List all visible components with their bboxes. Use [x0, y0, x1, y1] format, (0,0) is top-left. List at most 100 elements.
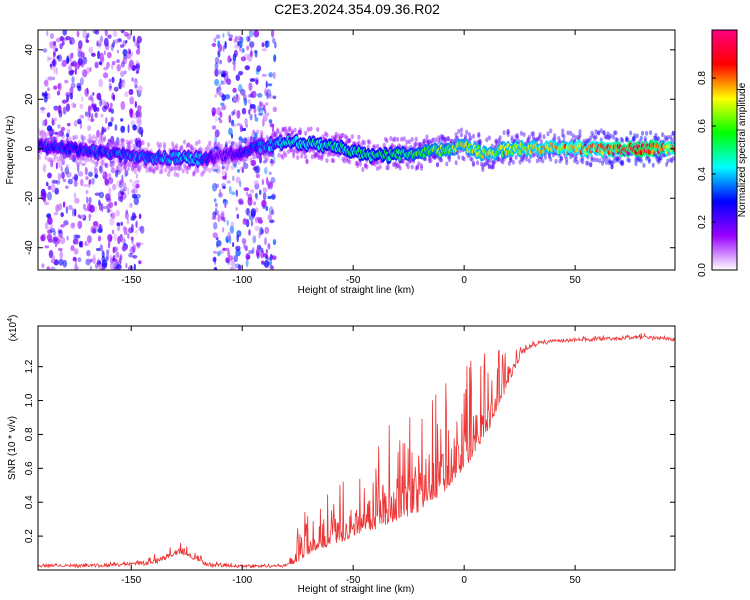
noise-cell-1: [211, 107, 217, 116]
noise-cell-0: [66, 171, 72, 178]
ridge-halo-cell: [289, 132, 293, 138]
ridge-halo-cell: [305, 159, 309, 164]
ridge-halo-cell: [320, 154, 324, 160]
ridge-halo-cell: [93, 165, 97, 171]
noise-cell-1: [229, 185, 232, 195]
noise-cell-0: [131, 77, 134, 82]
noise-cell-0: [94, 61, 100, 69]
ridge-halo-cell: [157, 144, 161, 150]
ridge-halo-cell: [320, 156, 324, 162]
ridge-halo-cell: [148, 167, 152, 173]
ridge-halo-cell: [252, 130, 256, 135]
ridge-halo-cell: [249, 157, 253, 163]
noise-cell-1: [226, 78, 232, 85]
noise-cell-0: [94, 168, 98, 175]
noise-cell-1: [257, 93, 263, 98]
noise-cell-0: [98, 78, 103, 88]
noise-cell-0: [130, 223, 134, 233]
noise-cell-1: [263, 259, 270, 268]
noise-cell-0: [71, 222, 76, 228]
spectrogram-x-axis-label: Height of straight line (km): [298, 285, 415, 296]
ridge-halo-cell: [407, 139, 412, 145]
ridge-halo-cell: [334, 134, 338, 140]
noise-cell-0: [109, 85, 112, 89]
noise-cell-1: [264, 42, 270, 48]
noise-cell-1: [219, 59, 223, 65]
noise-cell-1: [214, 266, 217, 270]
noise-cell-1: [273, 156, 276, 164]
noise-cell-1: [243, 159, 246, 165]
noise-cell-0: [135, 242, 141, 247]
noise-cell-0: [140, 225, 145, 234]
noise-cell-0: [42, 197, 46, 203]
noise-cell-1: [264, 226, 270, 235]
noise-cell-0: [119, 188, 126, 195]
noise-cell-0: [54, 243, 58, 248]
noise-cell-0: [110, 116, 114, 123]
noise-cell-0: [44, 221, 49, 230]
ridge-halo-cell: [298, 130, 302, 136]
noise-cell-1: [227, 31, 230, 37]
noise-cell-1: [271, 133, 276, 137]
ridge-halo-cell: [281, 127, 285, 132]
ridge-halo-cell: [208, 168, 212, 173]
noise-cell-0: [53, 106, 59, 112]
ridge-halo-cell: [225, 158, 229, 164]
noise-cell-1: [236, 230, 242, 238]
noise-cell-0: [40, 234, 45, 242]
noise-cell-1: [272, 106, 277, 113]
ridge-halo-cell: [178, 145, 183, 151]
ridge-halo-cell: [342, 158, 346, 164]
noise-cell-1: [253, 107, 257, 114]
ridge-halo-cell: [186, 142, 191, 148]
ridge-halo-cell: [158, 142, 163, 148]
noise-cell-1: [227, 250, 231, 258]
ridge-halo-cell: [250, 137, 254, 143]
ridge-halo-cell: [178, 165, 183, 171]
noise-cell-0: [134, 83, 138, 89]
noise-cell-1: [235, 207, 238, 211]
ridge-halo-cell: [242, 161, 246, 167]
ridge-halo-cell: [76, 162, 80, 168]
noise-cell-0: [70, 53, 74, 60]
noise-cell-1: [259, 100, 262, 107]
ridge-halo-cell: [80, 134, 84, 140]
ridge-halo-cell: [44, 155, 48, 161]
noise-cell-1: [228, 114, 232, 124]
noise-cell-0: [60, 224, 66, 228]
ridge-halo-cell: [270, 159, 274, 165]
noise-cell-0: [92, 221, 99, 227]
noise-cell-0: [62, 106, 67, 115]
noise-cell-0: [46, 266, 51, 270]
y-tick-label: 0.8: [24, 427, 35, 441]
noise-cell-1: [269, 257, 273, 267]
noise-cell-0: [73, 192, 77, 200]
ridge-halo-cell: [116, 140, 120, 146]
noise-cell-1: [214, 207, 218, 216]
noise-cell-0: [131, 193, 138, 199]
noise-cell-1: [265, 248, 268, 254]
ridge-halo-cell: [502, 130, 506, 136]
ridge-halo-cell: [666, 158, 670, 164]
noise-cell-0: [135, 64, 140, 69]
ridge-halo-cell: [398, 165, 402, 171]
noise-cell-0: [122, 182, 127, 187]
noise-cell-1: [211, 125, 217, 130]
noise-cell-0: [80, 178, 84, 187]
ridge-halo-cell: [242, 137, 246, 143]
ridge-halo-cell: [566, 130, 570, 136]
ridge-halo-cell: [206, 143, 211, 149]
noise-cell-0: [106, 208, 111, 213]
noise-cell-0: [94, 112, 98, 118]
snr-x-axis-label: Height of straight line (km): [298, 584, 415, 595]
noise-cell-0: [101, 259, 108, 268]
y-tick-label: 40: [24, 44, 35, 56]
ridge-halo-cell: [435, 161, 440, 167]
ridge-halo-cell: [137, 166, 141, 172]
spectrogram-marks: [38, 30, 675, 270]
noise-cell-0: [55, 48, 58, 52]
noise-cell-1: [245, 258, 249, 268]
noise-cell-1: [250, 50, 253, 58]
noise-cell-0: [119, 233, 124, 243]
noise-cell-0: [85, 190, 89, 195]
